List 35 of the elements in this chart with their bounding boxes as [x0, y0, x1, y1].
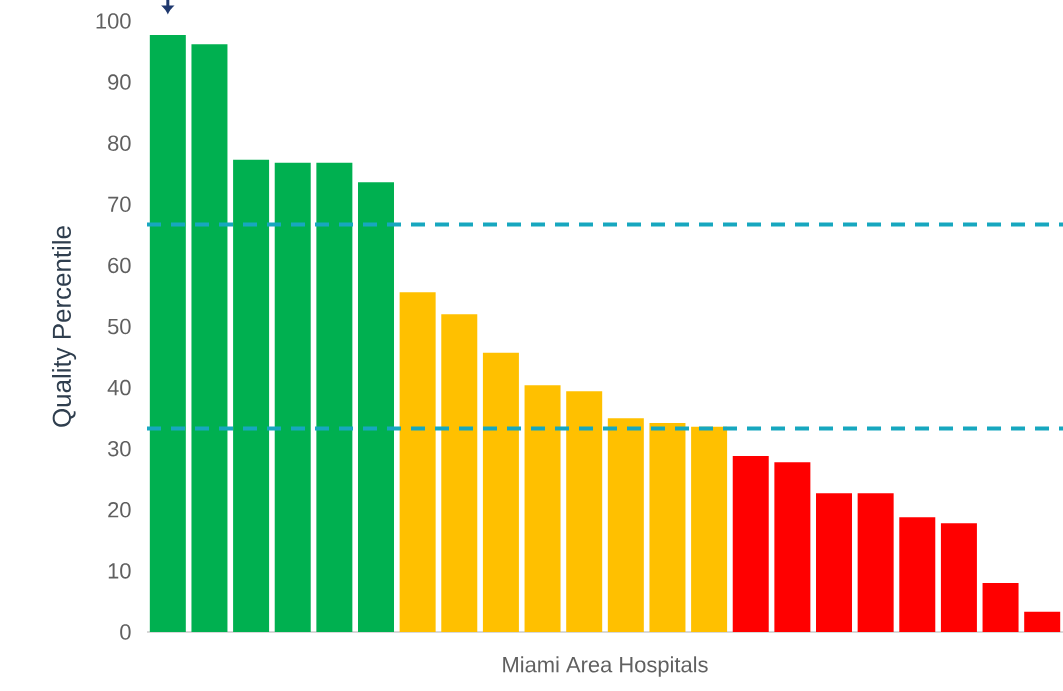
- y-tick-label: 50: [107, 318, 131, 335]
- y-tick-label: 70: [108, 196, 131, 213]
- bar: [566, 391, 603, 632]
- y-tick-label: 20: [108, 502, 131, 518]
- y-tick-label: 30: [107, 440, 131, 457]
- bar: [857, 493, 894, 632]
- y-tick-label: 0: [120, 624, 131, 640]
- bar: [274, 162, 311, 632]
- bar: [816, 493, 853, 632]
- y-tick-label: 90: [108, 74, 131, 90]
- bar: [316, 162, 353, 632]
- bar: [982, 583, 1019, 632]
- bar: [899, 517, 936, 632]
- bar: [649, 423, 686, 632]
- y-tick-label: 60: [108, 257, 131, 274]
- bar: [1024, 611, 1061, 632]
- bar: [482, 352, 519, 632]
- bar: [441, 314, 478, 632]
- bar: [524, 385, 561, 632]
- bar: [732, 456, 769, 632]
- bar: [399, 292, 436, 632]
- bar: [191, 44, 228, 632]
- x-axis-title: Miami Area Hospitals: [503, 656, 708, 677]
- bar: [607, 418, 644, 632]
- y-tick-label: 10: [108, 563, 131, 579]
- bar: [940, 523, 977, 632]
- bar: [358, 182, 394, 632]
- bar: [233, 159, 270, 632]
- y-tick-label: 100: [96, 13, 131, 29]
- y-axis-title: Quality Percentile: [51, 226, 77, 427]
- bar: [774, 462, 811, 632]
- bar: [149, 35, 186, 632]
- bar: [691, 426, 728, 632]
- y-tick-label: 80: [108, 135, 131, 151]
- y-tick-label: 40: [107, 379, 131, 396]
